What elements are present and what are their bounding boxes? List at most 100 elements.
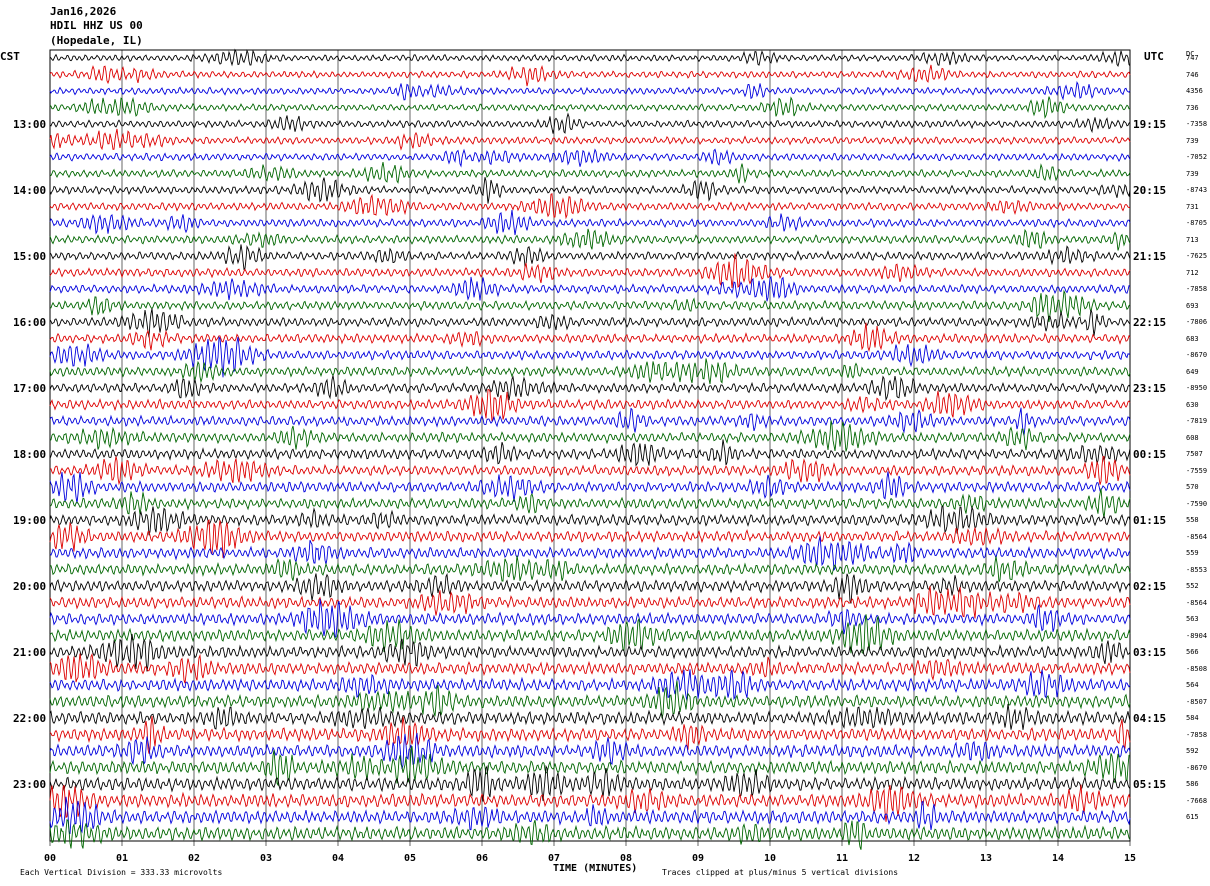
left-hour-label: 15:00	[13, 250, 47, 263]
x-tick-label: 07	[548, 853, 561, 864]
right-hour-label: 02:15	[1133, 580, 1167, 593]
dc-offset-label: -7052	[1186, 153, 1208, 161]
trace-black	[49, 439, 1131, 467]
dc-offset-label: -8904	[1186, 631, 1208, 640]
trace-green	[49, 96, 1130, 120]
left-hour-label: 16:00	[13, 316, 47, 329]
dc-offset-label: -7806	[1186, 318, 1208, 326]
trace-green	[49, 680, 1131, 719]
trace-red	[49, 322, 1131, 353]
location-label: (Hopedale, IL)	[50, 34, 143, 47]
dc-offset-label: 563	[1186, 615, 1199, 623]
trace-green	[49, 228, 1131, 251]
right-timezone: UTC	[1144, 50, 1164, 63]
dc-offset-label: 739	[1186, 136, 1199, 145]
dc-offset-label: -8564	[1186, 532, 1208, 541]
trace-black	[49, 112, 1131, 134]
dc-offset-label: 630	[1186, 400, 1199, 409]
trace-green	[50, 162, 1131, 184]
scale-note: Each Vertical Division = 333.33 microvol…	[20, 868, 223, 877]
station-label: HDIL HHZ US 00	[50, 19, 143, 32]
dc-offset-label: 559	[1186, 549, 1199, 557]
left-hour-label: 20:00	[13, 580, 47, 593]
dc-offset-label: 7507	[1186, 450, 1203, 458]
dc-offset-label: -7625	[1186, 252, 1208, 260]
trace-black	[49, 48, 1131, 67]
right-hour-label: 23:15	[1133, 382, 1167, 395]
trace-blue	[49, 471, 1131, 504]
dc-offset-label: -7590	[1186, 499, 1208, 508]
dc-offset-label: -8743	[1186, 186, 1208, 194]
x-axis-title: TIME (MINUTES)	[553, 863, 638, 874]
dc-offset-label: 712	[1186, 268, 1199, 277]
trace-blue	[49, 536, 1131, 572]
dc-offset-label: 739	[1186, 169, 1199, 178]
x-tick-label: 11	[836, 853, 849, 864]
trace-blue	[49, 669, 1131, 702]
dc-offset-label: 558	[1186, 516, 1199, 524]
date-label: Jan16,2026	[50, 5, 117, 18]
dc-offset-label: 649	[1186, 367, 1199, 376]
dc-offset-label: 4356	[1186, 87, 1203, 95]
trace-blue	[49, 209, 1131, 236]
trace-blue	[49, 407, 1131, 436]
right-hour-label: 21:15	[1133, 250, 1167, 263]
right-hour-label: 22:15	[1133, 316, 1167, 329]
dc-offset-label: -8670	[1186, 351, 1208, 359]
dc-offset-label: 564	[1186, 681, 1199, 689]
trace-black	[49, 572, 1131, 604]
dc-offset-label: 566	[1186, 648, 1199, 656]
trace-green	[49, 289, 1131, 323]
dc-offset-label: -8508	[1186, 664, 1208, 673]
dc-offset-label: 592	[1186, 747, 1199, 755]
trace-red	[49, 519, 1131, 558]
left-hour-label: 22:00	[13, 712, 47, 725]
x-tick-label: 06	[476, 853, 489, 864]
trace-black	[49, 177, 1131, 204]
x-tick-label: 12	[908, 853, 921, 864]
clip-note: Traces clipped at plus/minus 5 vertical …	[662, 868, 899, 877]
dc-offset-label: 683	[1186, 334, 1199, 343]
left-hour-label: 13:00	[13, 118, 47, 131]
dc-offset-label: 713	[1186, 235, 1199, 244]
trace-red	[49, 586, 1131, 619]
right-hour-label: 01:15	[1133, 514, 1167, 527]
dc-offset-label: 747	[1186, 54, 1199, 62]
trace-green	[50, 555, 1131, 583]
trace-blue	[49, 796, 1131, 835]
trace-black	[49, 308, 1131, 338]
dc-offset-label: 746	[1186, 70, 1199, 79]
trace-green	[49, 358, 1131, 385]
dc-offset-label: -7668	[1186, 796, 1208, 805]
trace-black	[49, 633, 1131, 672]
x-tick-label: 00	[44, 853, 57, 864]
trace-green	[49, 614, 1131, 654]
trace-blue	[49, 598, 1131, 639]
trace-red	[50, 456, 1131, 486]
trace-green	[49, 420, 1131, 452]
x-tick-label: 02	[188, 853, 201, 864]
x-tick-label: 05	[404, 853, 417, 864]
trace-green	[49, 488, 1131, 518]
left-hour-label: 17:00	[13, 382, 47, 395]
dc-offset-label: -8950	[1186, 384, 1208, 392]
trace-green	[49, 818, 1131, 850]
right-hour-label: 04:15	[1133, 712, 1167, 725]
trace-red	[49, 653, 1131, 684]
dc-offset-label: -7858	[1186, 285, 1208, 293]
dc-offset-label: -8507	[1186, 697, 1208, 706]
trace-red	[49, 193, 1131, 220]
trace-blue	[49, 275, 1131, 302]
left-hour-label: 23:00	[13, 778, 47, 791]
dc-header: DC	[1186, 50, 1195, 58]
dc-offset-label: -7358	[1186, 120, 1208, 128]
dc-offset-label: 693	[1186, 301, 1199, 310]
dc-offset-label: 586	[1186, 780, 1199, 788]
dc-offset-label: 736	[1186, 103, 1199, 112]
dc-offset-label: 584	[1186, 714, 1199, 722]
right-hour-label: 00:15	[1133, 448, 1167, 461]
dc-offset-label: 570	[1186, 483, 1199, 491]
trace-black	[49, 764, 1131, 802]
dc-offset-label: -8705	[1186, 219, 1208, 227]
